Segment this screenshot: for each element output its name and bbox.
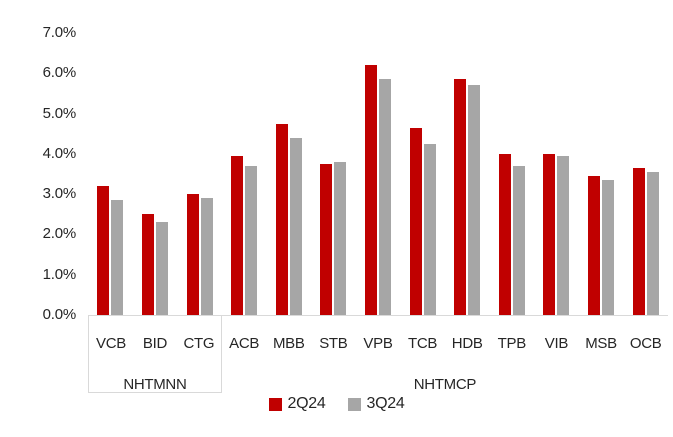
category-label-msb: MSB	[585, 335, 617, 352]
bar-2q24-ctg	[186, 194, 199, 315]
bar-3q24-bid	[155, 222, 168, 315]
bar-3q24-mbb	[289, 137, 302, 315]
legend-item-2q24: 2Q24	[268, 395, 326, 412]
x-axis-line	[88, 315, 668, 316]
category-column-tcb	[400, 33, 445, 315]
bar-2q24-vib	[543, 153, 556, 315]
y-tick-label: 0.0%	[42, 306, 77, 323]
legend-swatch-2q24	[268, 397, 282, 411]
category-label-hdb: HDB	[451, 335, 483, 352]
bar-2q24-hdb	[454, 79, 467, 315]
category-label-vcb: VCB	[96, 335, 126, 352]
category-column-vib	[534, 33, 579, 315]
bar-2q24-mbb	[275, 123, 288, 315]
legend-label-3q24: 3Q24	[366, 395, 405, 412]
bar-2q24-ocb	[632, 168, 645, 315]
bar-2q24-acb	[231, 155, 244, 315]
category-column-stb	[311, 33, 356, 315]
category-column-mbb	[266, 33, 311, 315]
category-labels-row: VCB BID CTG	[89, 336, 221, 351]
legend-label-2q24: 2Q24	[287, 395, 326, 412]
bar-3q24-tcb	[423, 143, 436, 315]
category-column-tpb	[489, 33, 534, 315]
category-column-bid	[133, 33, 178, 315]
category-label-tpb: TPB	[497, 335, 527, 352]
bar-2q24-vcb	[97, 186, 110, 315]
category-column-acb	[222, 33, 267, 315]
category-label-stb: STB	[319, 335, 348, 352]
legend: 2Q24 3Q24	[0, 396, 673, 412]
category-axis: VCB BID CTG NHTMNN ACB MBB STB VPB TCB HDB TPB VIB M…	[88, 316, 668, 393]
category-label-vpb: VPB	[363, 335, 393, 352]
legend-swatch-3q24	[347, 397, 361, 411]
y-tick-label: 7.0%	[42, 24, 77, 41]
category-labels-row: ACB MBB STB VPB TCB HDB TPB VIB MSB OCB	[222, 336, 668, 351]
group-cell-nhtmnn: VCB BID CTG NHTMNN	[88, 316, 222, 393]
bar-3q24-vpb	[378, 79, 391, 315]
category-column-vpb	[356, 33, 401, 315]
bar-2q24-tcb	[409, 127, 422, 315]
bar-3q24-msb	[602, 180, 614, 315]
y-tick-label: 6.0%	[42, 64, 77, 82]
category-column-msb	[579, 33, 624, 315]
bar-3q24-hdb	[468, 85, 481, 315]
category-label-mbb: MBB	[272, 335, 305, 352]
bar-3q24-vcb	[111, 200, 124, 315]
legend-item-3q24: 3Q24	[347, 395, 405, 412]
category-label-bid: BID	[142, 335, 167, 352]
category-label-vib: VIB	[544, 335, 569, 352]
bar-2q24-bid	[141, 214, 154, 315]
bar-3q24-ctg	[200, 198, 213, 315]
y-tick-label: 4.0%	[42, 144, 77, 162]
plot-area	[88, 33, 668, 315]
y-tick-label: 2.0%	[42, 225, 77, 243]
y-tick-label: 3.0%	[42, 185, 77, 203]
y-tick-label: 1.0%	[42, 265, 77, 283]
category-column-hdb	[445, 33, 490, 315]
bar-2q24-vpb	[364, 65, 377, 315]
group-label-nhtmcp: NHTMCP	[413, 376, 477, 393]
category-column-ctg	[177, 33, 222, 315]
bar-3q24-stb	[334, 161, 347, 315]
bar-3q24-vib	[557, 155, 570, 315]
group-label-nhtmnn: NHTMNN	[123, 376, 187, 393]
category-label-tcb: TCB	[408, 335, 438, 352]
group-cell-nhtmcp: ACB MBB STB VPB TCB HDB TPB VIB MSB OCB NHTMCP	[222, 316, 668, 393]
y-tick-label: 5.0%	[42, 104, 77, 122]
bar-2q24-msb	[588, 176, 600, 315]
bar-3q24-ocb	[646, 172, 659, 315]
bar-3q24-acb	[245, 165, 258, 315]
category-column-vcb	[88, 33, 133, 315]
category-label-ctg: CTG	[183, 335, 215, 352]
bar-2q24-stb	[320, 163, 333, 315]
category-label-acb: ACB	[229, 335, 260, 352]
bar-2q24-tpb	[498, 153, 511, 315]
bar-3q24-tpb	[512, 165, 525, 315]
category-column-ocb	[623, 33, 668, 315]
category-label-ocb: OCB	[629, 335, 662, 352]
